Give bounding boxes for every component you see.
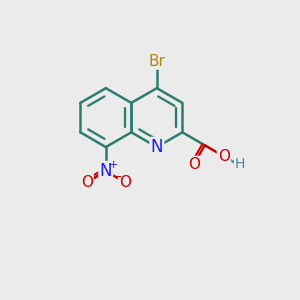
- Text: N: N: [100, 162, 112, 180]
- Text: N: N: [151, 138, 163, 156]
- Text: H: H: [235, 158, 245, 171]
- Text: −: −: [112, 170, 122, 183]
- Text: Br: Br: [148, 54, 165, 69]
- Text: O: O: [119, 175, 131, 190]
- Text: +: +: [109, 160, 118, 170]
- Text: O: O: [81, 175, 93, 190]
- Text: O: O: [188, 157, 200, 172]
- Text: O: O: [218, 149, 230, 164]
